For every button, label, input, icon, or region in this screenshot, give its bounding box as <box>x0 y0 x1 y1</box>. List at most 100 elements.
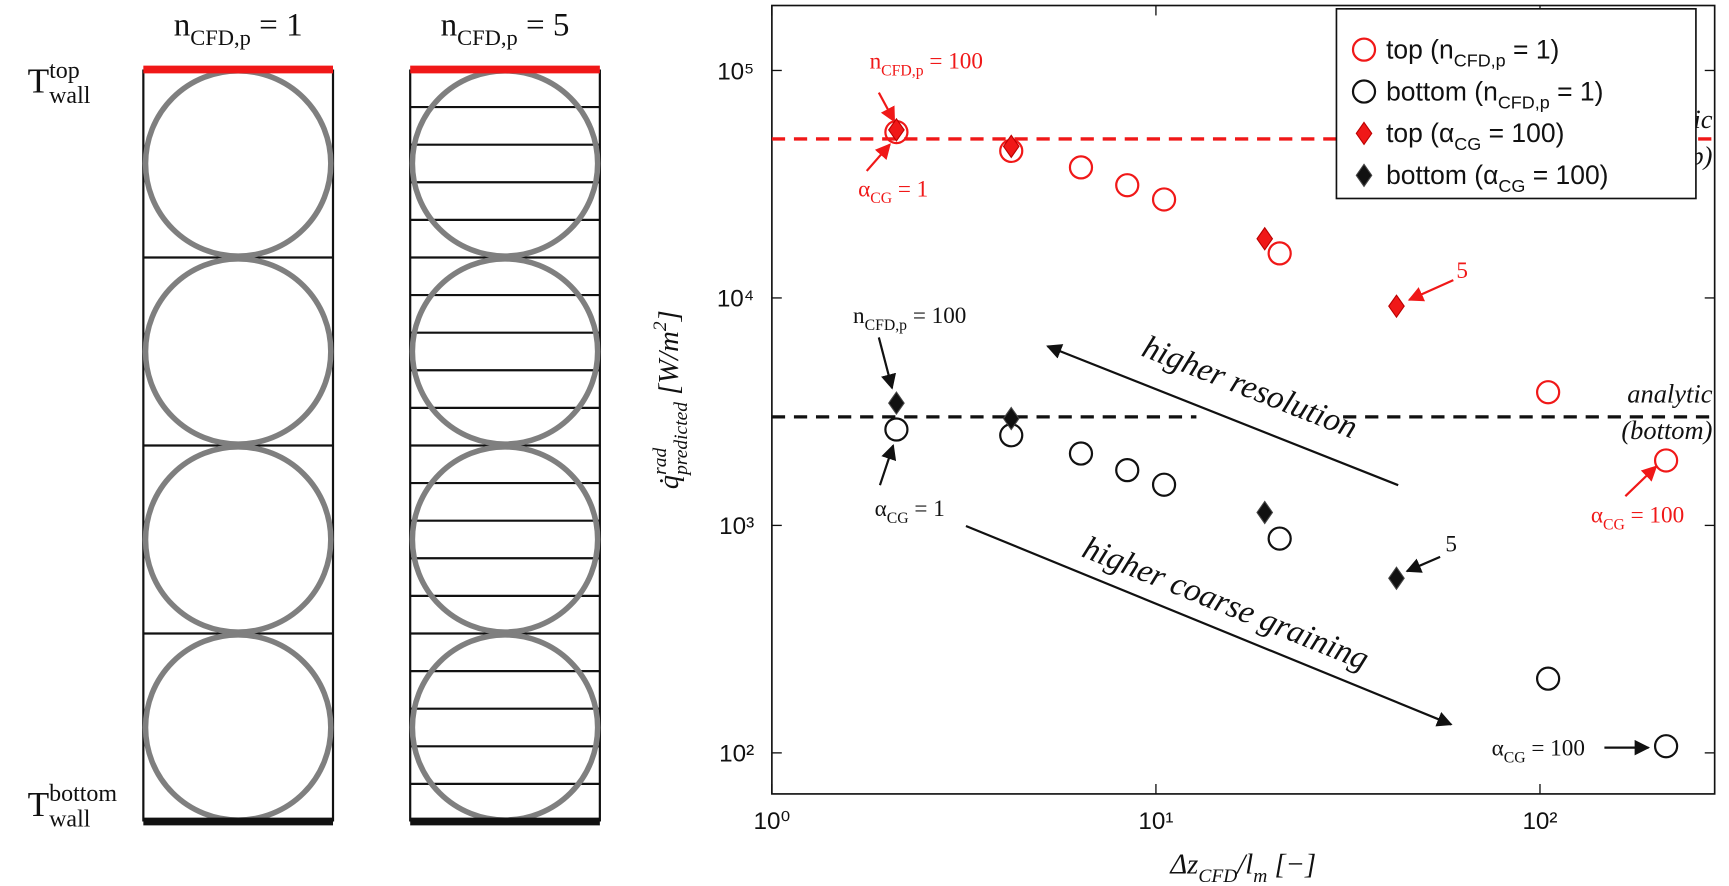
point <box>1068 441 1094 466</box>
point <box>1535 666 1561 691</box>
particle <box>409 68 601 259</box>
text-part: = <box>251 7 286 43</box>
text-part: bottom ( <box>1386 76 1483 106</box>
annotation: 5 <box>1445 531 1457 557</box>
text-part: = 100 <box>1625 503 1684 529</box>
particle <box>409 632 601 823</box>
text-part: α <box>1439 118 1454 148</box>
arrow <box>878 444 897 486</box>
text-part: n <box>441 7 458 43</box>
text-part: n <box>853 303 865 329</box>
particle <box>142 444 334 635</box>
arrow <box>1405 555 1441 573</box>
annotation: αCG = 100 <box>1591 503 1684 534</box>
point <box>1256 226 1274 251</box>
text-part: CG <box>1504 749 1526 766</box>
particle <box>142 632 334 823</box>
point <box>1267 241 1292 266</box>
text-part: = 1 <box>892 176 928 202</box>
point <box>1388 294 1405 319</box>
text-part: = 100) <box>1481 118 1564 148</box>
text-part: CG <box>1498 176 1525 196</box>
text-part: α <box>1483 160 1498 190</box>
text-part: /l <box>1235 848 1253 880</box>
text-part: rad <box>650 448 671 475</box>
text-part: n <box>1483 76 1498 106</box>
annotation-arrows <box>865 92 1658 756</box>
text-part: α <box>875 496 887 522</box>
point <box>1256 500 1274 525</box>
x-tick-label: 10² <box>1522 808 1557 835</box>
text-part: bottom ( <box>1386 160 1483 190</box>
text-part: ] <box>653 310 685 322</box>
legend-label: bottom (αCG = 100) <box>1386 160 1608 196</box>
panel-title: nCFD,p = 1 <box>174 7 303 50</box>
text-part: n <box>870 48 882 74</box>
y-tick-label: 10⁵ <box>717 58 754 85</box>
text-part: top <box>49 58 80 84</box>
text-part: = 1) <box>1550 76 1604 106</box>
particle <box>409 256 601 447</box>
panel-n: 5 <box>553 7 570 43</box>
y-tick-label: 10³ <box>719 513 754 540</box>
text-part: CFD <box>1198 866 1237 886</box>
point <box>1115 173 1140 198</box>
text-part: top ( <box>1386 118 1439 148</box>
annotation: nCFD,p = 100 <box>870 48 983 79</box>
point <box>888 117 905 142</box>
text-part: T <box>28 785 50 824</box>
annotation: nCFD,p = 100 <box>853 303 966 334</box>
x-tick-label: 10⁰ <box>754 808 791 835</box>
point <box>1535 380 1561 405</box>
text-part: wall <box>49 83 91 109</box>
point <box>1115 457 1140 483</box>
text-part: = 100 <box>1526 735 1585 761</box>
reference-label: (bottom) <box>1621 415 1712 445</box>
particle <box>142 68 334 259</box>
arrow <box>1046 344 1399 487</box>
text-part: 5 <box>1445 531 1457 557</box>
arrow <box>877 92 896 123</box>
text-part: = 100 <box>924 48 983 74</box>
annotation: higher resolution <box>1137 329 1362 446</box>
text-part: Δz <box>1169 848 1198 880</box>
text-part: bottom <box>49 781 117 807</box>
point <box>1002 406 1020 431</box>
annotation: αCG = 1 <box>875 496 945 527</box>
text-part: = <box>518 7 553 43</box>
text-part: predicted <box>671 402 692 477</box>
text-part: α <box>858 176 870 202</box>
arrow <box>1624 465 1658 497</box>
y-axis-label: q̇radpredicted [W/m2] <box>650 310 692 489</box>
particle <box>409 444 601 635</box>
text-part: T <box>28 62 50 101</box>
text-part: n <box>1439 34 1454 64</box>
text-part: α <box>1492 735 1504 761</box>
annotation: 5 <box>1456 258 1468 284</box>
text-part: n <box>174 7 191 43</box>
text-part: = 1) <box>1506 34 1560 64</box>
y-tick-label: 10⁴ <box>717 286 754 313</box>
text-part: q̇ <box>653 475 685 489</box>
point <box>1068 155 1094 180</box>
text-part: CFD,p <box>1454 50 1506 70</box>
legend-marker <box>1351 37 1377 62</box>
text-part: top ( <box>1386 34 1439 64</box>
text-part: 5 <box>1456 258 1468 284</box>
legend: top (nCFD,p = 1)bottom (nCFD,p = 1)top (… <box>1335 7 1697 200</box>
text-part: m <box>1253 866 1267 886</box>
point <box>1388 566 1405 591</box>
text-part: 2 <box>650 321 671 331</box>
text-part: CG <box>870 190 892 207</box>
x-tick-label: 10¹ <box>1138 808 1173 835</box>
legend-box <box>1335 7 1697 200</box>
text-part: CFD,p <box>457 25 518 50</box>
particle <box>142 256 334 447</box>
text-part: CFD,p <box>190 25 251 50</box>
panel-title: nCFD,p = 5 <box>441 7 570 50</box>
reference-label: analytic <box>1627 379 1712 409</box>
text-part: higher resolution <box>1137 329 1362 446</box>
legend-marker <box>1355 163 1373 188</box>
text-part: = 1 <box>909 496 945 522</box>
